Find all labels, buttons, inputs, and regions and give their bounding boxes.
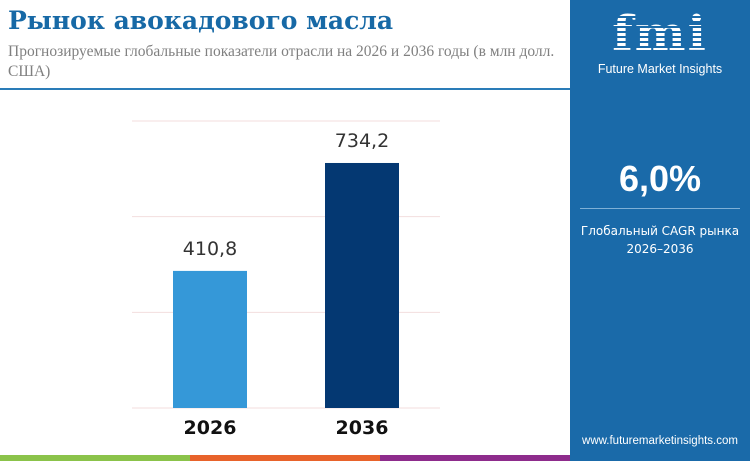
side-panel: fmi Future Market Insights 6,0% Глобальн…	[570, 0, 750, 461]
website-link[interactable]: www.futuremarketinsights.com	[582, 435, 738, 447]
stripe-green	[0, 455, 190, 461]
page-subtitle: Прогнозируемые глобальные показатели отр…	[8, 43, 555, 80]
cagr-value: 6,0%	[618, 158, 702, 199]
cagr-label: Глобальный CAGR рынка 2026–2036	[570, 222, 750, 258]
x-tick-label: 2036	[336, 417, 389, 439]
bar-2036	[325, 162, 399, 408]
data-label: 410,8	[183, 238, 237, 260]
fmi-logo: fmi Future Market Insights	[570, 8, 750, 76]
logo-mark: fmi	[570, 8, 750, 60]
color-stripes	[0, 455, 570, 461]
x-tick-label: 2026	[184, 417, 237, 439]
cagr-label-text: Глобальный CAGR рынка	[580, 224, 740, 238]
header-divider	[0, 88, 570, 90]
page-title: Рынок авокадового масла	[8, 6, 394, 35]
cagr-period: 2026–2036	[626, 242, 694, 256]
stripe-orange	[190, 455, 380, 461]
bar-chart: 410,8 2026 734,2 2036	[132, 120, 440, 439]
data-label: 734,2	[335, 130, 389, 152]
bar-2026	[173, 270, 247, 408]
stripe-purple	[380, 455, 570, 461]
divider	[580, 208, 740, 209]
brand-name: Future Market Insights	[597, 62, 723, 76]
